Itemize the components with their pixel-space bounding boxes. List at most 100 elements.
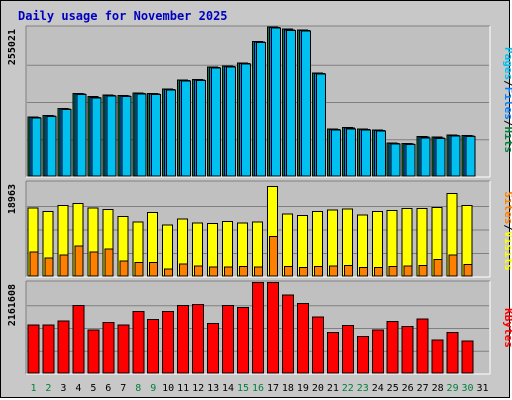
bar-kbytes-day-9 xyxy=(147,319,160,374)
bar-pages-day-10 xyxy=(166,89,177,177)
bar-sites-day-5 xyxy=(89,251,99,277)
day-label-6: 6 xyxy=(105,383,111,394)
bar-sites-day-9 xyxy=(149,262,159,277)
bar-pages-day-8 xyxy=(136,93,147,177)
bar-sites-day-27 xyxy=(418,265,428,277)
bar-sites-day-29 xyxy=(448,254,458,277)
day-label-9: 9 xyxy=(150,383,156,394)
day-label-7: 7 xyxy=(120,383,126,394)
bar-kbytes-day-22 xyxy=(341,325,354,374)
day-label-21: 21 xyxy=(327,383,339,394)
day-label-22: 22 xyxy=(342,383,354,394)
bar-kbytes-day-7 xyxy=(117,324,130,374)
bar-kbytes-day-3 xyxy=(57,320,70,374)
bar-pages-day-11 xyxy=(181,80,192,177)
series-legend: Pages/Files/Hits xyxy=(502,47,512,153)
panel-3: 2161608 KBytes xyxy=(7,280,512,375)
bar-sites-day-21 xyxy=(328,265,338,277)
day-label-18: 18 xyxy=(282,383,294,394)
bar-sites-day-11 xyxy=(179,263,189,277)
bar-pages-day-9 xyxy=(151,93,162,177)
bar-sites-day-14 xyxy=(224,266,234,277)
bar-pages-day-5 xyxy=(91,97,102,177)
bar-kbytes-day-6 xyxy=(102,322,115,374)
bar-kbytes-day-2 xyxy=(42,324,55,374)
legend-label: Visits xyxy=(502,231,512,271)
bar-pages-day-1 xyxy=(31,117,42,177)
legend-label: KBytes xyxy=(502,308,512,348)
day-label-13: 13 xyxy=(207,383,219,394)
day-label-23: 23 xyxy=(357,383,369,394)
bar-kbytes-day-10 xyxy=(162,311,175,374)
bar-kbytes-day-18 xyxy=(281,294,294,374)
bar-pages-day-21 xyxy=(330,129,341,177)
bar-sites-day-1 xyxy=(29,251,39,277)
bar-pages-day-18 xyxy=(285,29,296,177)
bar-sites-day-24 xyxy=(373,267,383,277)
series-legend: KBytes xyxy=(502,308,512,348)
bar-sites-day-12 xyxy=(194,265,204,277)
bar-sites-day-13 xyxy=(209,266,219,277)
day-label-2: 2 xyxy=(45,383,51,394)
bar-pages-day-24 xyxy=(375,130,386,177)
day-label-28: 28 xyxy=(432,383,444,394)
day-label-10: 10 xyxy=(162,383,174,394)
bar-pages-day-12 xyxy=(196,79,207,177)
bar-kbytes-day-27 xyxy=(416,318,429,374)
day-label-1: 1 xyxy=(30,383,36,394)
bar-sites-day-2 xyxy=(44,257,54,277)
day-label-27: 27 xyxy=(417,383,429,394)
bar-kbytes-day-1 xyxy=(27,324,40,374)
bar-pages-day-3 xyxy=(61,109,72,177)
bar-sites-day-26 xyxy=(403,265,413,277)
day-label-30: 30 xyxy=(462,383,474,394)
bar-sites-day-7 xyxy=(119,260,129,277)
y-max-label: 18963 xyxy=(7,184,18,214)
legend-label: Files xyxy=(502,87,512,120)
bar-pages-day-30 xyxy=(465,136,476,177)
day-label-12: 12 xyxy=(192,383,204,394)
bar-pages-day-16 xyxy=(256,42,267,177)
bar-kbytes-day-16 xyxy=(252,282,265,374)
panel-2: 18963 Sites/Visits xyxy=(7,180,512,278)
day-label-15: 15 xyxy=(237,383,249,394)
day-label-14: 14 xyxy=(222,383,234,394)
legend-label: Pages xyxy=(502,47,512,80)
bar-kbytes-day-23 xyxy=(356,335,369,374)
legend-label: / xyxy=(502,80,512,87)
bar-kbytes-day-24 xyxy=(371,329,384,374)
bar-sites-day-16 xyxy=(254,266,264,277)
day-label-25: 25 xyxy=(387,383,399,394)
bar-kbytes-day-26 xyxy=(401,326,414,374)
bar-sites-day-18 xyxy=(283,266,293,277)
bar-sites-day-8 xyxy=(134,262,144,277)
bar-kbytes-day-5 xyxy=(87,329,100,374)
bar-sites-day-23 xyxy=(358,266,368,277)
bar-sites-day-6 xyxy=(104,248,114,277)
bar-pages-day-6 xyxy=(106,95,117,177)
bar-pages-day-2 xyxy=(46,115,57,177)
bar-kbytes-day-13 xyxy=(207,323,220,374)
bar-sites-day-17 xyxy=(268,236,278,277)
bar-pages-day-13 xyxy=(211,67,222,177)
chart-title: Daily usage for November 2025 xyxy=(18,9,228,23)
y-max-label: 2161608 xyxy=(7,284,18,326)
bar-pages-day-26 xyxy=(405,144,416,177)
day-label-24: 24 xyxy=(372,383,384,394)
bar-pages-day-28 xyxy=(435,137,446,177)
bar-kbytes-day-30 xyxy=(461,340,474,374)
day-label-4: 4 xyxy=(75,383,81,394)
legend-label: / xyxy=(502,120,512,127)
bar-pages-day-23 xyxy=(360,129,371,177)
bar-sites-day-15 xyxy=(239,266,249,277)
day-label-29: 29 xyxy=(447,383,459,394)
bar-kbytes-day-4 xyxy=(72,304,85,374)
bar-pages-day-20 xyxy=(315,73,326,177)
bar-pages-day-17 xyxy=(270,27,281,177)
bar-pages-day-22 xyxy=(345,128,356,177)
series-legend: Sites/Visits xyxy=(502,191,512,271)
bar-kbytes-day-21 xyxy=(326,331,339,374)
day-label-20: 20 xyxy=(312,383,324,394)
